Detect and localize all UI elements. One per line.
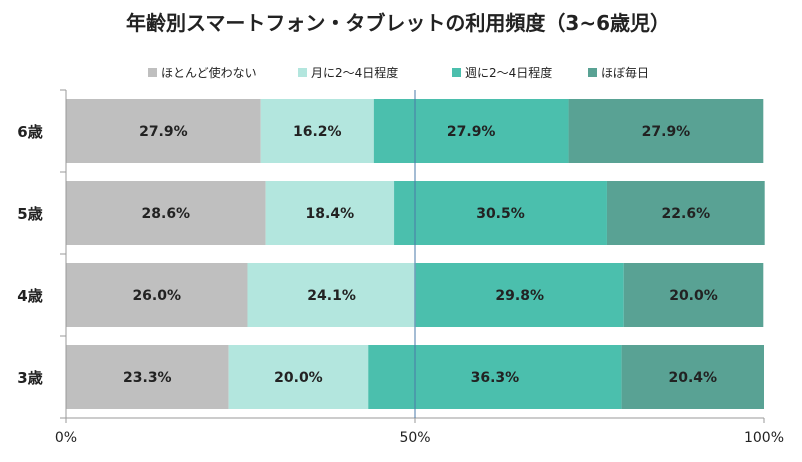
legend-swatch [588,68,597,77]
bar-segment [621,345,764,409]
data-label: 27.9% [642,124,691,140]
x-tick-label: 0% [55,430,77,446]
data-label: 20.4% [669,370,718,386]
data-label: 22.6% [662,206,711,222]
category-label: 4歳 [17,287,42,305]
bar-segment [415,263,624,327]
bar-segment [394,181,607,245]
bar-segment [623,263,764,327]
legend-label: ほとんど使わない [161,65,257,80]
bar-segment [260,99,374,163]
legend-swatch [452,68,461,77]
bar-segment [265,181,395,245]
data-label: 20.0% [274,370,323,386]
bar-segment [66,345,229,409]
legend: ほとんど使わない 月に2〜4日程度 週に2〜4日程度 ほぼ毎日 [148,65,649,80]
x-tick-label: 100% [744,430,784,446]
plot-area: 27.9% 16.2% 27.9% 27.9% 6歳 28.6% 18.4% 30.5% 22.… [17,89,784,446]
bar-segment [368,345,622,409]
legend-swatch [148,68,157,77]
data-label: 18.4% [306,206,355,222]
bar-segment [247,263,416,327]
data-label: 28.6% [142,206,191,222]
data-label: 36.3% [471,370,520,386]
category-label: 5歳 [17,205,42,223]
legend-label: ほぼ毎日 [601,65,649,80]
bar-segment [66,263,248,327]
data-label: 27.9% [139,124,188,140]
legend-label: 月に2〜4日程度 [311,65,398,80]
bar-segment [66,99,261,163]
data-label: 24.1% [307,288,356,304]
category-label: 6歳 [17,123,42,141]
data-label: 16.2% [293,124,342,140]
legend-label: 週に2〜4日程度 [465,65,552,80]
x-tick-label: 50% [399,430,430,446]
data-label: 27.9% [447,124,496,140]
bar-segment [228,345,369,409]
chart-title: 年齢別スマートフォン・タブレットの利用頻度（3~6歳児） [126,11,670,35]
category-label: 3歳 [17,369,42,387]
data-label: 20.0% [669,288,718,304]
data-label: 30.5% [476,206,525,222]
bar-segment [66,181,266,245]
legend-swatch [298,68,307,77]
bar-segment [606,181,765,245]
bar-segment [373,99,569,163]
data-label: 26.0% [132,288,181,304]
bar-segment [568,99,764,163]
data-label: 23.3% [123,370,172,386]
data-label: 29.8% [495,288,544,304]
